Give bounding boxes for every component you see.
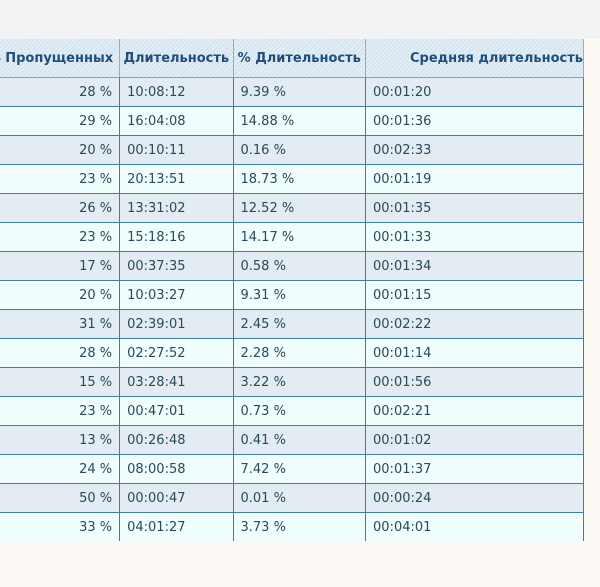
table-row: 31 % 02:39:01 2.45 % 00:02:22 [0, 309, 584, 339]
cell-duration: 02:27:52 [119, 338, 234, 368]
page-bottom-background [0, 541, 600, 587]
cell-missed-percent: 33 % [0, 512, 121, 541]
cell-duration-percent: 12.52 % [232, 193, 367, 223]
cell-duration: 08:00:58 [119, 454, 234, 484]
cell-missed-percent: 24 % [0, 454, 121, 484]
cell-duration: 03:28:41 [119, 367, 234, 397]
cell-duration-percent: 2.45 % [232, 309, 367, 339]
cell-duration: 15:18:16 [119, 222, 234, 252]
cell-average-duration: 00:00:24 [365, 483, 584, 513]
cell-duration-percent: 0.73 % [232, 396, 367, 426]
cell-average-duration: 00:02:21 [365, 396, 584, 426]
cell-duration: 00:47:01 [119, 396, 234, 426]
cell-average-duration: 00:01:56 [365, 367, 584, 397]
cell-average-duration: 00:01:14 [365, 338, 584, 368]
cell-missed-percent: 20 % [0, 135, 121, 165]
cell-duration: 00:10:11 [119, 135, 234, 165]
cell-average-duration: 00:01:35 [365, 193, 584, 223]
cell-duration-percent: 7.42 % [232, 454, 367, 484]
cell-duration-percent: 9.39 % [232, 77, 367, 107]
table-row: 50 % 00:00:47 0.01 % 00:00:24 [0, 483, 584, 513]
cell-missed-percent: 28 % [0, 77, 121, 107]
cell-duration-percent: 18.73 % [232, 164, 367, 194]
cell-duration-percent: 0.01 % [232, 483, 367, 513]
cell-missed-percent: 28 % [0, 338, 121, 368]
cell-duration: 00:26:48 [119, 425, 234, 455]
page-top-background [0, 0, 600, 39]
cell-average-duration: 00:02:22 [365, 309, 584, 339]
cell-average-duration: 00:01:34 [365, 251, 584, 281]
cell-duration-percent: 2.28 % [232, 338, 367, 368]
cell-missed-percent: 20 % [0, 280, 121, 310]
column-header-missed-percent[interactable]: % Пропущенных [0, 39, 121, 78]
cell-missed-percent: 23 % [0, 164, 121, 194]
table-row: 23 % 20:13:51 18.73 % 00:01:19 [0, 164, 584, 194]
table-body: 28 % 10:08:12 9.39 % 00:01:20 29 % 16:04:08 14… [0, 77, 584, 541]
cell-missed-percent: 15 % [0, 367, 121, 397]
table-row: 28 % 10:08:12 9.39 % 00:01:20 [0, 77, 584, 107]
cell-average-duration: 00:01:20 [365, 77, 584, 107]
column-header-duration-percent[interactable]: % Длительность [233, 39, 367, 78]
cell-duration-percent: 3.73 % [232, 512, 367, 541]
cell-duration: 00:37:35 [119, 251, 234, 281]
cell-average-duration: 00:01:37 [365, 454, 584, 484]
table-header-row: % Пропущенных Длительность % Длительност… [0, 39, 584, 78]
cell-duration-percent: 14.17 % [232, 222, 367, 252]
table-row: 23 % 00:47:01 0.73 % 00:02:21 [0, 396, 584, 426]
cell-missed-percent: 29 % [0, 106, 121, 136]
cell-average-duration: 00:01:02 [365, 425, 584, 455]
cell-duration: 02:39:01 [119, 309, 234, 339]
cell-duration-percent: 9.31 % [232, 280, 367, 310]
cell-duration: 16:04:08 [119, 106, 234, 136]
column-header-average-duration[interactable]: Средняя длительность [365, 39, 584, 78]
cell-missed-percent: 13 % [0, 425, 121, 455]
cell-missed-percent: 23 % [0, 222, 121, 252]
cell-duration: 10:08:12 [119, 77, 234, 107]
cell-duration-percent: 0.16 % [232, 135, 367, 165]
stats-table: % Пропущенных Длительность % Длительност… [0, 39, 584, 541]
cell-duration-percent: 14.88 % [232, 106, 367, 136]
cell-average-duration: 00:01:33 [365, 222, 584, 252]
table-row: 24 % 08:00:58 7.42 % 00:01:37 [0, 454, 584, 484]
table-row: 28 % 02:27:52 2.28 % 00:01:14 [0, 338, 584, 368]
table-row: 20 % 00:10:11 0.16 % 00:02:33 [0, 135, 584, 165]
stats-table-container: % Пропущенных Длительность % Длительност… [0, 39, 600, 541]
cell-duration-percent: 0.41 % [232, 425, 367, 455]
cell-average-duration: 00:01:19 [365, 164, 584, 194]
cell-duration: 10:03:27 [119, 280, 234, 310]
table-row: 29 % 16:04:08 14.88 % 00:01:36 [0, 106, 584, 136]
cell-duration: 00:00:47 [119, 483, 234, 513]
cell-missed-percent: 17 % [0, 251, 121, 281]
table-row: 13 % 00:26:48 0.41 % 00:01:02 [0, 425, 584, 455]
cell-missed-percent: 50 % [0, 483, 121, 513]
table-row: 23 % 15:18:16 14.17 % 00:01:33 [0, 222, 584, 252]
table-row: 20 % 10:03:27 9.31 % 00:01:15 [0, 280, 584, 310]
table-row: 15 % 03:28:41 3.22 % 00:01:56 [0, 367, 584, 397]
cell-duration: 20:13:51 [119, 164, 234, 194]
cell-average-duration: 00:02:33 [365, 135, 584, 165]
column-header-duration[interactable]: Длительность [119, 39, 234, 78]
table-header: % Пропущенных Длительность % Длительност… [0, 39, 584, 78]
cell-missed-percent: 23 % [0, 396, 121, 426]
cell-duration-percent: 3.22 % [232, 367, 367, 397]
cell-duration-percent: 0.58 % [232, 251, 367, 281]
cell-duration: 04:01:27 [119, 512, 234, 541]
table-row: 33 % 04:01:27 3.73 % 00:04:01 [0, 512, 584, 541]
table-row: 17 % 00:37:35 0.58 % 00:01:34 [0, 251, 584, 281]
table-row: 26 % 13:31:02 12.52 % 00:01:35 [0, 193, 584, 223]
cell-average-duration: 00:04:01 [365, 512, 584, 541]
cell-missed-percent: 26 % [0, 193, 121, 223]
cell-duration: 13:31:02 [119, 193, 234, 223]
cell-average-duration: 00:01:15 [365, 280, 584, 310]
cell-missed-percent: 31 % [0, 309, 121, 339]
cell-average-duration: 00:01:36 [365, 106, 584, 136]
